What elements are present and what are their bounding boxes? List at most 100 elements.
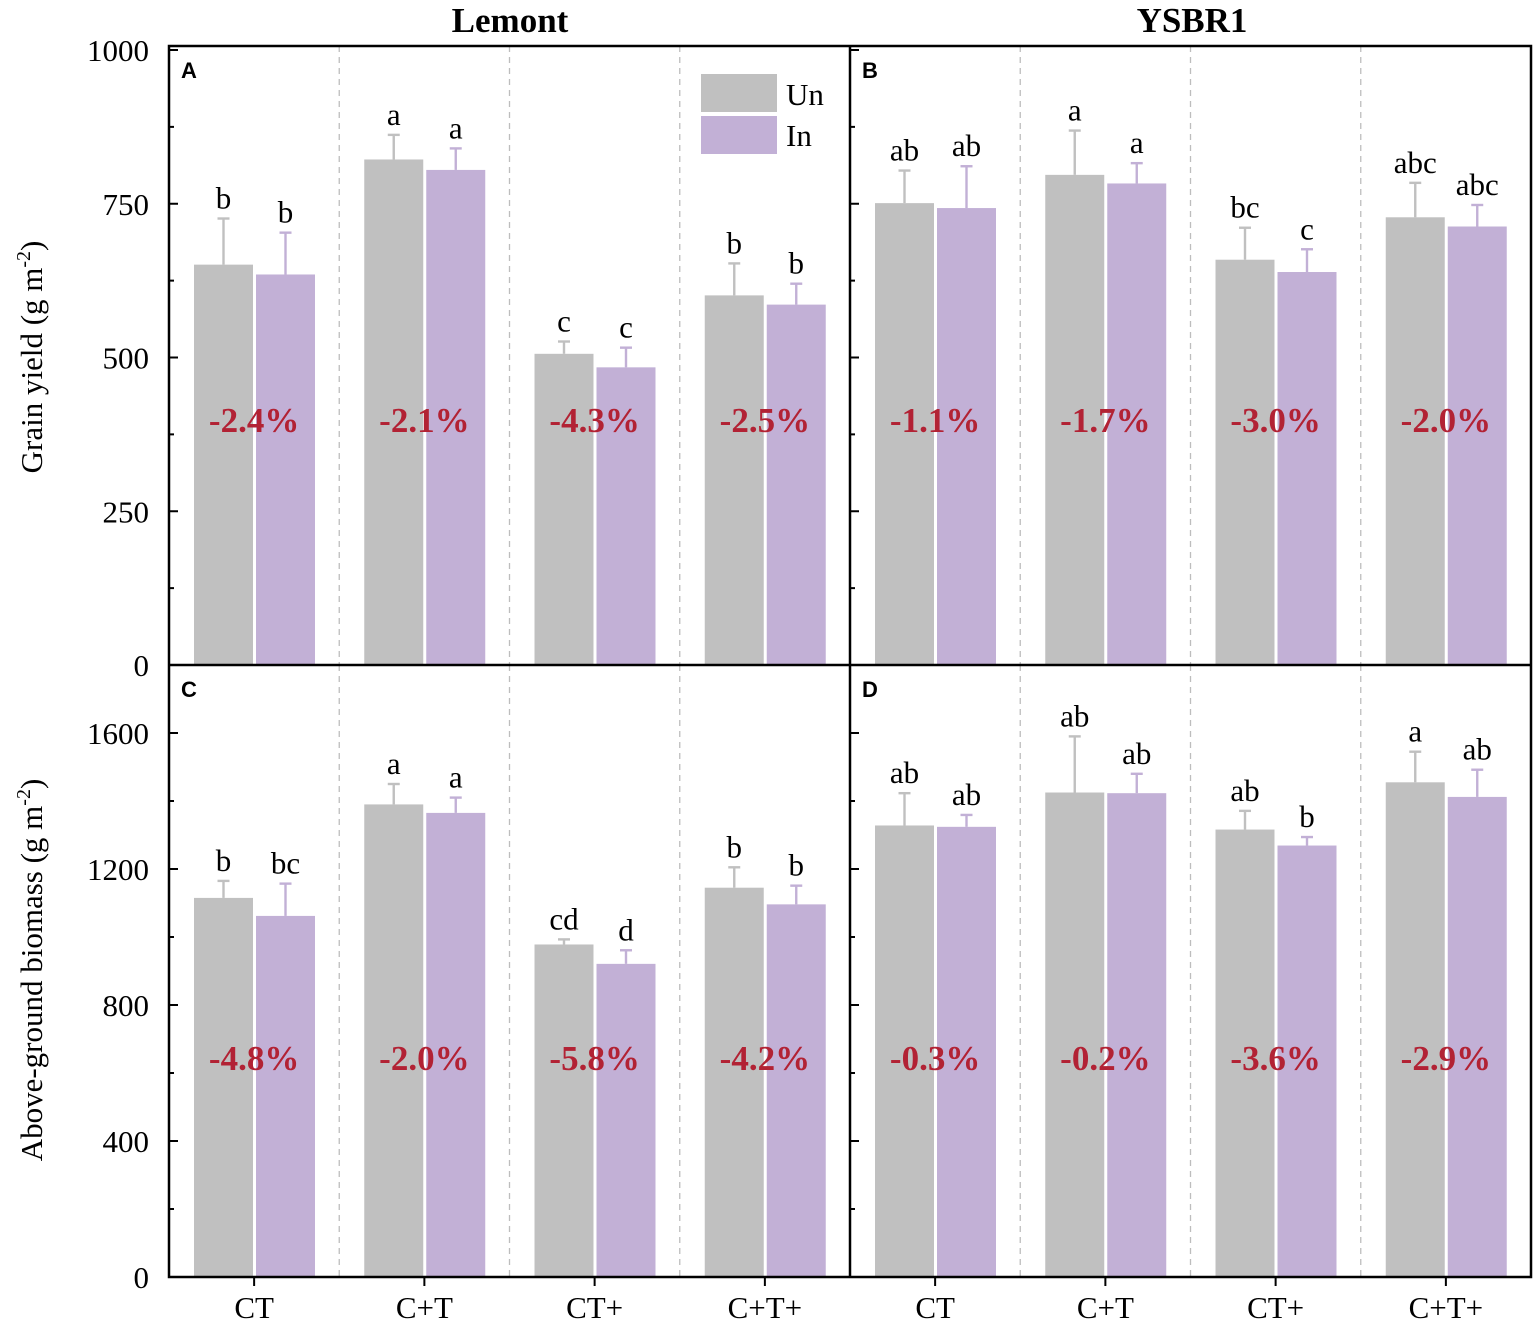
bar-un-C+T+: [1385, 782, 1445, 1277]
bar-in-CT+: [1277, 845, 1337, 1277]
y-axis-title-biomass: Above-ground biomass (g m-2): [13, 779, 49, 1162]
significance-letter: b: [216, 843, 232, 878]
bar-un-C+T: [1045, 174, 1105, 665]
percent-change-label: -2.5%: [720, 401, 810, 440]
bar-un-C+T+: [704, 295, 764, 665]
panel-c: b bc -4.8% a a -2.0% cd d -5.8% b b -4.2% 0 400 800 120…: [87, 664, 826, 1295]
x-tick-label: CT: [234, 1290, 274, 1321]
legend-label-un: Un: [786, 77, 824, 112]
bar-in-CT+: [596, 367, 656, 665]
y-tick-label: 1200: [87, 852, 149, 887]
significance-letter: ab: [952, 128, 981, 163]
x-tick-label: C+T+: [728, 1290, 803, 1321]
significance-letter: bc: [1230, 190, 1259, 225]
y-tick-label: 0: [134, 648, 150, 683]
percent-change-label: -2.0%: [1401, 401, 1491, 440]
bar-un-C+T+: [704, 887, 764, 1277]
legend: Un In: [701, 74, 824, 154]
percent-change-label: -5.8%: [549, 1039, 639, 1078]
y-tick-label: 1000: [87, 33, 149, 68]
percent-change-label: -4.8%: [209, 1039, 299, 1078]
bar-in-C+T: [426, 169, 486, 666]
bar-un-C+T+: [1385, 217, 1445, 665]
significance-letter: b: [727, 829, 743, 864]
percent-change-label: -4.2%: [720, 1039, 810, 1078]
bar-un-CT+: [1215, 259, 1275, 665]
significance-letter: b: [216, 181, 232, 216]
significance-letter: c: [557, 304, 571, 339]
percent-change-label: -0.3%: [890, 1039, 980, 1078]
percent-change-label: -2.0%: [379, 1039, 469, 1078]
panel-letter: A: [181, 58, 197, 83]
bar-un-C+T: [364, 159, 424, 665]
title-lemont: Lemont: [452, 1, 569, 40]
significance-letter: ab: [1230, 773, 1259, 808]
percent-change-label: -2.1%: [379, 401, 469, 440]
legend-swatch-un: [701, 74, 777, 112]
bar-in-C+T: [1107, 793, 1167, 1277]
significance-letter: c: [619, 310, 633, 345]
significance-letter: cd: [549, 901, 579, 936]
bar-un-CT: [875, 203, 934, 665]
x-tick-label: CT+: [566, 1290, 623, 1321]
x-tick-label: C+T: [396, 1290, 453, 1321]
bar-un-CT: [194, 897, 253, 1277]
bar-in-C+T+: [766, 904, 826, 1277]
bar-in-C+T+: [766, 304, 826, 665]
percent-change-label: -0.2%: [1060, 1039, 1150, 1078]
percent-change-label: -2.4%: [209, 401, 299, 440]
y-tick-label: 0: [134, 1260, 150, 1295]
significance-letter: a: [387, 97, 401, 132]
title-ysbr1: YSBR1: [1137, 1, 1248, 40]
y-tick-label: 250: [103, 494, 150, 529]
bar-in-CT: [937, 826, 996, 1277]
bar-in-CT+: [596, 963, 656, 1277]
y-tick-label: 800: [103, 988, 150, 1023]
bar-un-CT+: [534, 353, 594, 665]
bar-un-CT+: [534, 944, 594, 1277]
y-tick-label: 400: [103, 1124, 150, 1159]
panels: b b -2.4% a a -2.1% c c -4.3% b b -2.5% 0 250 500 750 10…: [13, 33, 1533, 1321]
panel-a: b b -2.4% a a -2.1% c c -4.3% b b -2.5% 0 250 500 750 10…: [87, 33, 826, 683]
y-tick-label: 1600: [87, 716, 149, 751]
significance-letter: a: [1068, 93, 1082, 128]
significance-letter: a: [449, 110, 463, 145]
legend-swatch-in: [701, 116, 777, 154]
significance-letter: d: [618, 912, 634, 947]
panel-letter: C: [181, 677, 197, 702]
significance-letter: a: [449, 760, 463, 795]
y-axis-title-grain-yield: Grain yield (g m-2): [13, 241, 49, 474]
significance-letter: abc: [1456, 167, 1499, 202]
significance-letter: a: [1408, 714, 1422, 749]
bar-in-C+T: [426, 812, 486, 1277]
significance-letter: c: [1300, 211, 1314, 246]
significance-letter: b: [278, 195, 294, 230]
bar-un-CT: [194, 264, 253, 665]
significance-letter: ab: [1463, 732, 1492, 767]
percent-change-label: -2.9%: [1401, 1039, 1491, 1078]
percent-change-label: -3.6%: [1230, 1039, 1320, 1078]
percent-change-label: -1.1%: [890, 401, 980, 440]
percent-change-label: -1.7%: [1060, 401, 1150, 440]
bar-in-CT: [937, 208, 996, 665]
percent-change-label: -4.3%: [549, 401, 639, 440]
bar-in-C+T+: [1447, 796, 1507, 1277]
significance-letter: a: [1130, 125, 1144, 160]
significance-letter: ab: [1122, 736, 1151, 771]
significance-letter: ab: [890, 133, 919, 168]
y-tick-label: 750: [103, 187, 150, 222]
legend-label-in: In: [786, 118, 812, 153]
significance-letter: ab: [952, 777, 981, 812]
percent-change-label: -3.0%: [1230, 401, 1320, 440]
bar-in-C+T+: [1447, 226, 1507, 665]
x-tick-label: C+T: [1077, 1290, 1134, 1321]
bar-in-CT: [256, 915, 315, 1277]
significance-letter: abc: [1394, 145, 1437, 180]
bar-un-C+T: [1045, 792, 1105, 1277]
significance-letter: ab: [890, 755, 919, 790]
panel-letter: B: [862, 58, 878, 83]
significance-letter: b: [789, 848, 805, 883]
significance-letter: b: [789, 246, 805, 281]
